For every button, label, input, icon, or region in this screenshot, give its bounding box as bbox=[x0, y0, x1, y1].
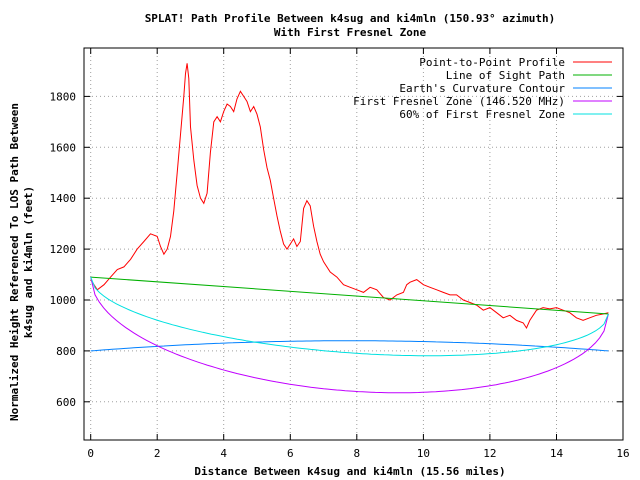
chart-title: SPLAT! Path Profile Between k4sug and ki… bbox=[145, 12, 556, 25]
series-line-3 bbox=[90, 276, 609, 394]
axis-ticks: 0 2 4 6 8 10 12 14 16 600 800 1000 1200 1400 1600 1800 bbox=[50, 48, 630, 460]
y-tick-label: 1200 bbox=[50, 243, 77, 256]
x-tick-label: 2 bbox=[154, 447, 161, 460]
legend-label: Point-to-Point Profile bbox=[419, 56, 565, 69]
y-tick-label: 1400 bbox=[50, 192, 77, 205]
y-tick-label: 1800 bbox=[50, 90, 77, 103]
x-axis-label: Distance Between k4sug and ki4mln (15.56… bbox=[194, 465, 505, 478]
y-tick-label: 1600 bbox=[50, 141, 77, 154]
legend-label: Line of Sight Path bbox=[446, 69, 565, 82]
series-line-4 bbox=[90, 276, 609, 357]
y-axis-label-line1: Normalized Height Referenced To LOS Path… bbox=[8, 103, 21, 421]
y-tick-label: 600 bbox=[56, 396, 76, 409]
x-tick-label: 0 bbox=[87, 447, 94, 460]
legend-label: Earth's Curvature Contour bbox=[399, 82, 565, 95]
legend-label: First Fresnel Zone (146.520 MHz) bbox=[353, 95, 565, 108]
x-tick-label: 12 bbox=[483, 447, 496, 460]
series-line-0 bbox=[90, 63, 609, 330]
y-tick-label: 800 bbox=[56, 345, 76, 358]
plot-frame bbox=[83, 47, 624, 441]
y-tick-label: 1000 bbox=[50, 294, 77, 307]
x-tick-label: 6 bbox=[287, 447, 294, 460]
x-tick-label: 8 bbox=[353, 447, 360, 460]
series-line-1 bbox=[90, 276, 609, 315]
series-line-2 bbox=[90, 340, 609, 352]
chart-subtitle: With First Fresnel Zone bbox=[274, 26, 427, 39]
x-tick-label: 14 bbox=[550, 447, 564, 460]
x-tick-label: 16 bbox=[616, 447, 629, 460]
x-tick-label: 10 bbox=[417, 447, 430, 460]
legend-label: 60% of First Fresnel Zone bbox=[399, 108, 565, 121]
x-tick-label: 4 bbox=[220, 447, 227, 460]
series-lines bbox=[90, 63, 609, 394]
y-axis-label-line2: k4sug and ki4mln (feet) bbox=[22, 186, 35, 338]
